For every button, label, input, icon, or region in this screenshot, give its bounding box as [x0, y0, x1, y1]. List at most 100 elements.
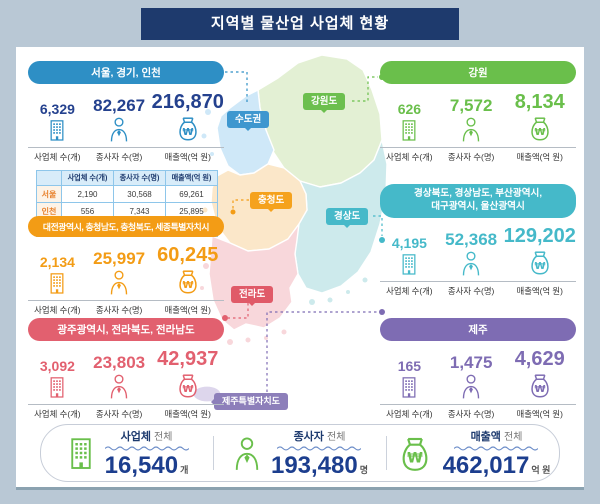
panel-capital-stats: 6,329 82,267 216,870	[28, 84, 224, 148]
total-workers-label: 종사자	[293, 430, 324, 443]
stat-revenue: 4,629	[503, 349, 576, 399]
divider	[213, 436, 214, 470]
workers-label: 종사자 수(명)	[95, 152, 143, 162]
divider	[386, 436, 387, 470]
workers-label: 종사자 수(명)	[95, 305, 143, 315]
person-icon	[460, 373, 482, 399]
stat-workers: 25,997	[87, 250, 152, 295]
money-bag-icon	[175, 371, 201, 399]
businesses-count: 2,134	[39, 254, 75, 270]
workers-count: 25,997	[93, 249, 146, 268]
building-icon	[399, 118, 419, 142]
building-icon	[47, 118, 67, 142]
person-icon	[108, 373, 130, 399]
money-bag-icon	[396, 433, 434, 473]
businesses-label: 사업체 수(개)	[386, 285, 433, 296]
businesses-count: 6,329	[39, 101, 75, 117]
panel-gyeongsang-title: 경상북도, 경상남도, 부산광역시, 대구광역시, 울산광역시	[380, 184, 576, 218]
money-bag-icon	[175, 267, 201, 295]
workers-count: 52,368	[445, 229, 498, 249]
panel-gangwon-title: 강원	[380, 61, 576, 84]
panel-capital-title: 서울, 경기, 인천	[28, 61, 224, 84]
unit: 개	[180, 464, 189, 475]
stat-businesses: 626	[380, 102, 439, 142]
wavy-divider	[454, 445, 538, 451]
businesses-count: 165	[397, 358, 422, 374]
stat-revenue: 8,134	[503, 92, 576, 142]
building-icon	[47, 375, 67, 399]
col-revenue: 매출액(억 원)	[165, 170, 218, 186]
revenue-label: 매출액(억 원)	[516, 409, 563, 419]
person-icon	[108, 116, 130, 142]
stat-workers: 23,803	[87, 354, 152, 399]
businesses-label: 사업체 수(개)	[34, 152, 81, 162]
workers-count: 82,267	[93, 96, 146, 115]
stat-workers: 1,475	[439, 354, 504, 399]
businesses-count: 3,092	[39, 358, 75, 374]
revenue-label: 매출액(억 원)	[516, 152, 563, 162]
stat-revenue: 60,245	[151, 245, 224, 295]
corner-cell	[36, 170, 62, 186]
businesses-label: 사업체 수(개)	[386, 152, 433, 162]
total-businesses: 사업체 전체 16,540 개	[41, 428, 213, 478]
panel-jeolla: 광주광역시, 전라북도, 전라남도 3,092 23,803 42,937 사업…	[28, 318, 224, 420]
workers-count: 1,475	[449, 353, 493, 372]
page-title: 지역별 물산업 사업체 현황	[141, 8, 459, 40]
map-label-chungcheong: 충청도	[250, 192, 293, 212]
title-line-1: 경상북도, 경상남도, 부산광역시,	[413, 188, 543, 199]
col-businesses: 사업체 수(개)	[61, 170, 114, 186]
panel-jeju-title: 제주	[380, 318, 576, 341]
table-header-row: 사업체 수(개) 종사자 수(명) 매출액(억 원)	[36, 170, 218, 186]
businesses-count: 626	[397, 101, 422, 117]
unit: 억 원	[531, 464, 551, 475]
stat-businesses: 4,195	[380, 236, 439, 276]
panel-jeolla-title: 광주광역시, 전라북도, 전라남도	[28, 318, 224, 341]
map-label-gyeongsang: 경상도	[326, 208, 369, 228]
revenue-label: 매출액(억 원)	[516, 285, 563, 296]
stat-businesses: 3,092	[28, 359, 87, 399]
workers-label: 종사자 수(명)	[447, 285, 495, 296]
stat-businesses: 6,329	[28, 102, 87, 142]
stat-businesses: 165	[380, 359, 439, 399]
businesses-label: 사업체 수(개)	[386, 409, 433, 419]
totals-bar: 사업체 전체 16,540 개 종사자 전체 193,480 명	[40, 424, 560, 482]
revenue-amount: 8,134	[514, 91, 565, 113]
unit: 명	[359, 464, 369, 475]
panel-chungcheong: 대전광역시, 충청남도, 충청북도, 세종특별자치시 2,134 25,997 …	[28, 216, 224, 316]
total-workers: 종사자 전체 193,480 명	[214, 428, 386, 478]
businesses-label: 사업체 수(개)	[34, 409, 81, 419]
stat-workers: 52,368	[439, 231, 504, 276]
stat-workers: 82,267	[87, 97, 152, 142]
workers-label: 종사자 수(명)	[95, 409, 143, 419]
workers-label: 종사자 수(명)	[447, 152, 495, 162]
money-bag-icon	[527, 371, 553, 399]
revenue-amount: 42,937	[157, 348, 219, 370]
stat-revenue: 42,937	[151, 349, 224, 399]
money-bag-icon	[527, 248, 553, 276]
total-revenue-value: 462,017	[442, 451, 530, 479]
map-label-capital: 수도권	[227, 111, 270, 131]
building-icon	[66, 435, 96, 471]
panel-capital: 서울, 경기, 인천 6,329 82,267 216,870 사업체 수(개)…	[28, 61, 224, 237]
map-label-jeolla: 전라도	[231, 286, 274, 306]
col-workers: 종사자 수(명)	[113, 170, 166, 186]
businesses-label: 사업체 수(개)	[34, 305, 81, 315]
total-scope: 전체	[327, 431, 346, 443]
wavy-divider	[277, 445, 361, 451]
building-icon	[399, 252, 419, 276]
total-businesses-label: 사업체	[120, 430, 151, 443]
building-icon	[399, 375, 419, 399]
total-businesses-value: 16,540	[104, 451, 179, 479]
person-icon	[108, 269, 130, 295]
map-label-gangwon: 강원도	[303, 93, 346, 113]
revenue-label: 매출액(억 원)	[164, 409, 211, 419]
panel-chungcheong-title: 대전광역시, 충청남도, 충청북도, 세종특별자치시	[28, 216, 224, 237]
person-icon	[460, 116, 482, 142]
stat-labels-row: 사업체 수(개) 종사자 수(명) 매출액(억 원)	[28, 148, 224, 163]
stat-workers: 7,572	[439, 97, 504, 142]
panel-gyeongsang: 경상북도, 경상남도, 부산광역시, 대구광역시, 울산광역시 4,195 52…	[380, 184, 576, 297]
money-bag-icon	[175, 114, 201, 142]
building-icon	[47, 271, 67, 295]
revenue-label: 매출액(억 원)	[164, 305, 211, 315]
